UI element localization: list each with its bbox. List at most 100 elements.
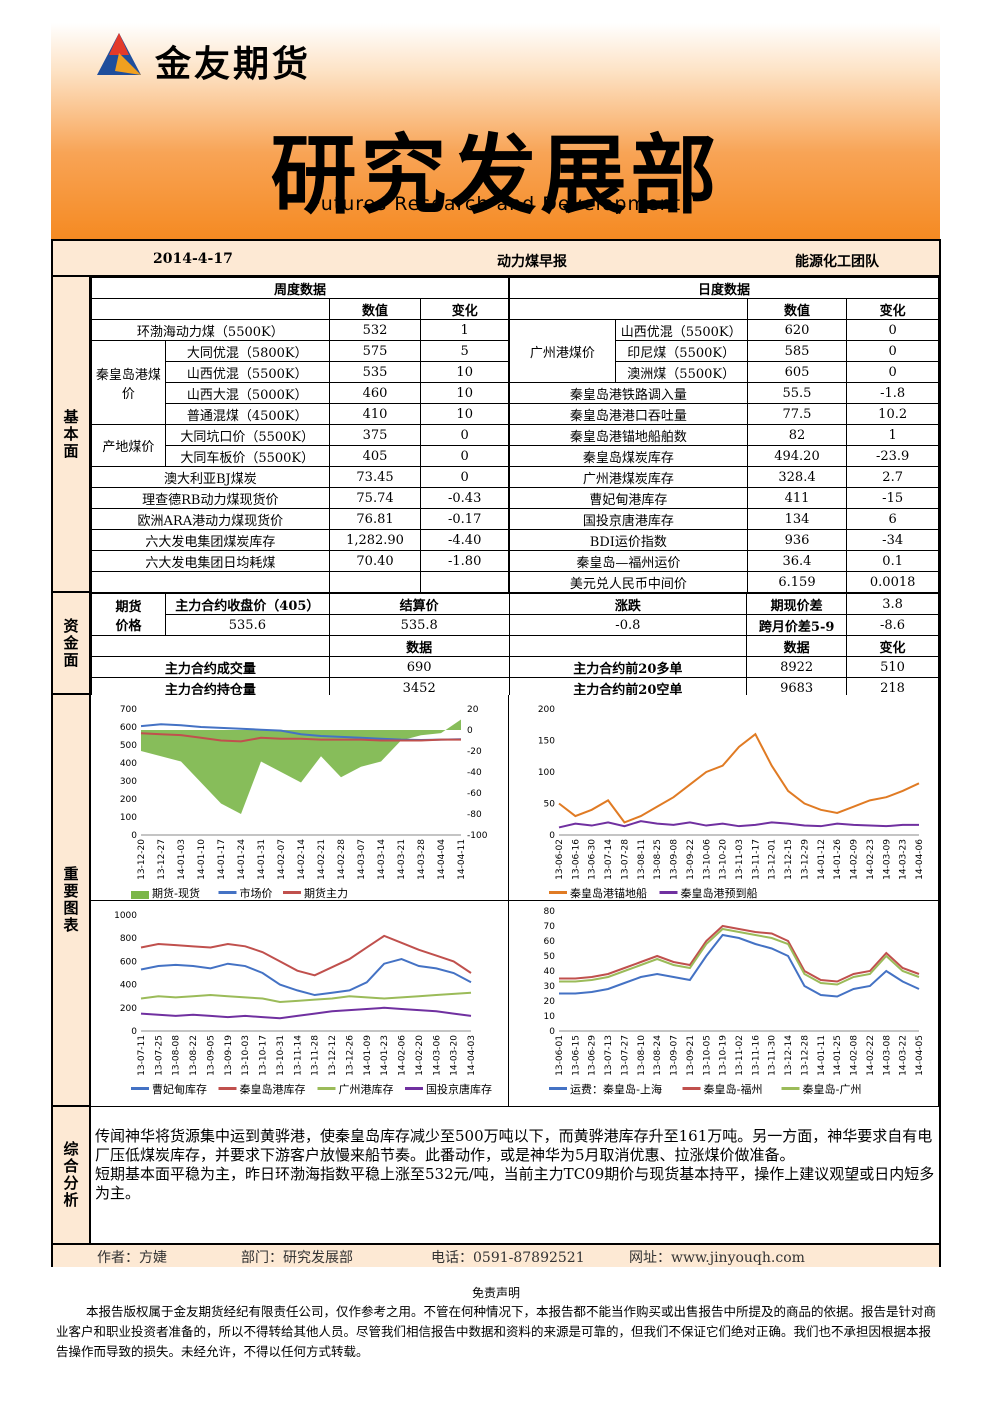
x-tick-label: 13-10-05 — [702, 1035, 712, 1076]
x-tick-label: 13-08-22 — [189, 1035, 199, 1076]
series-line — [140, 732, 461, 743]
table-row: 秦皇岛港铁路调入量 55.5 -1.8 — [509, 382, 939, 404]
x-tick-label: 13-10-06 — [702, 839, 712, 880]
table-row: 广州港煤价 山西优混（5500K） 620 0 — [509, 319, 939, 383]
report-team: 能源化工团队 — [795, 254, 879, 270]
spread-value: -8.6 — [846, 614, 939, 636]
daily-header-change: 变化 — [846, 298, 939, 320]
series-line — [559, 924, 920, 983]
legend-label: 秦皇岛-广州 — [803, 1082, 862, 1096]
x-tick-label: 14-03-09 — [882, 839, 892, 880]
table-row: 环渤海动力煤（5500K） 532 1 — [91, 319, 509, 341]
x-tick-label: 13-08-24 — [653, 1035, 663, 1076]
table-row: 秦皇岛港煤价 大同优混（5800K） 575 5 — [91, 340, 509, 425]
x-tick-label: 13-06-01 — [555, 1035, 565, 1076]
x-tick-label: 14-01-12 — [817, 839, 827, 880]
legend-swatch — [682, 1087, 701, 1090]
x-tick-label: 13-07-14 — [604, 839, 614, 880]
legend-swatch — [218, 1087, 237, 1090]
table-row: 大同车板价（5500K） 405 0 — [92, 445, 509, 467]
analysis-text: 传闻神华将货源集中运到黄骅港，使秦皇岛库存减少至500万吨以下，而黄骅港库存升至… — [91, 1107, 939, 1245]
y2-tick-label: -20 — [467, 747, 482, 757]
y-tick-label: 1000 — [114, 911, 137, 921]
y2-tick-label: -60 — [467, 789, 482, 799]
x-tick-label: 14-01-31 — [257, 839, 267, 880]
y-tick-label: 600 — [120, 957, 137, 967]
legend-swatch — [283, 891, 301, 894]
legend-label: 期货主力 — [304, 886, 348, 900]
table-row: BDI运价指数 936 -34 — [509, 529, 939, 551]
x-tick-label: 13-10-31 — [276, 1035, 286, 1076]
y-tick-label: 800 — [120, 934, 137, 944]
capital-header-data: 数据 — [328, 635, 510, 657]
table-row: 欧洲ARA港动力煤现货价 76.81 -0.17 — [91, 508, 509, 530]
x-tick-label: 14-01-11 — [817, 1035, 827, 1076]
x-tick-label: 13-09-05 — [206, 1035, 216, 1076]
company-logo-icon — [97, 33, 141, 75]
table-row: 秦皇岛—福州运价 36.4 0.1 — [509, 550, 939, 572]
basis-label: 期现价差 — [746, 593, 848, 615]
x-tick-label: 14-01-03 — [177, 839, 187, 880]
legend-swatch — [317, 1087, 336, 1090]
y-tick-label: 400 — [120, 759, 137, 769]
table-row: 美元兑人民币中间价 6.159 0.0018 — [509, 571, 939, 593]
y2-tick-label: -40 — [467, 768, 482, 778]
x-tick-label: 13-12-20 — [137, 839, 147, 880]
series-line — [558, 820, 919, 829]
x-tick-label: 13-06-15 — [571, 1035, 581, 1076]
header-close-price: 主力合约收盘价（405） — [164, 593, 330, 615]
y-tick-label: 300 — [120, 777, 137, 787]
x-tick-label: 14-01-26 — [833, 839, 843, 880]
x-tick-label: 14-02-20 — [415, 1035, 425, 1076]
x-tick-label: 13-06-30 — [588, 839, 598, 880]
table-row: 六大发电集团煤炭库存 1,282.90 -4.40 — [91, 529, 509, 551]
series-area — [141, 719, 461, 814]
table-row: 山西大混（5000K） 460 10 — [92, 382, 509, 404]
legend-label: 期货-现货 — [152, 886, 200, 900]
x-tick-label: 14-04-04 — [437, 839, 447, 880]
legend-label: 市场价 — [240, 886, 273, 900]
x-tick-label: 14-03-07 — [357, 839, 367, 880]
x-tick-label: 14-02-06 — [398, 1035, 408, 1076]
x-tick-label: 14-02-28 — [337, 839, 347, 880]
x-tick-label: 13-11-02 — [735, 1035, 745, 1076]
y-tick-label: 0 — [131, 831, 137, 841]
series-line — [140, 958, 472, 997]
x-tick-label: 13-10-20 — [719, 839, 729, 880]
legend-label: 运费：秦皇岛-上海 — [570, 1082, 662, 1096]
footer-website[interactable]: 网址：www.jinyouqh.com — [629, 1250, 805, 1266]
x-tick-label: 13-11-03 — [735, 839, 745, 880]
x-tick-label: 13-08-25 — [653, 839, 663, 880]
section-label-capital: 资金面 — [53, 593, 91, 695]
table-row: 主力合约持仓量 3452 主力合约前20空单 9683 218 — [91, 677, 939, 699]
y-tick-label: 60 — [544, 937, 556, 947]
x-tick-label: 14-02-21 — [317, 839, 327, 880]
table-row: 秦皇岛港锚地船舶数 82 1 — [509, 424, 939, 446]
table-row: 澳洲煤（5500K） 605 0 — [510, 361, 939, 383]
series-line — [140, 934, 472, 977]
weekly-group-qhd: 秦皇岛港煤价 — [91, 340, 166, 425]
x-tick-label: 13-06-29 — [588, 1035, 598, 1076]
x-tick-label: 14-03-14 — [377, 839, 387, 880]
table-row: 产地煤价 大同坑口价（5500K） 375 0 — [91, 424, 509, 467]
table-row: 主力合约成交量 690 主力合约前20多单 8922 510 — [91, 656, 939, 678]
x-tick-label: 13-11-14 — [293, 1035, 303, 1076]
basis-value: 3.8 — [846, 593, 939, 615]
x-tick-label: 14-02-14 — [297, 839, 307, 880]
x-tick-label: 14-04-06 — [915, 839, 925, 880]
legend-label: 广州港库存 — [339, 1082, 394, 1096]
section-label-charts: 重要图表 — [53, 695, 91, 1107]
y-tick-label: 200 — [120, 1004, 137, 1014]
x-tick-label: 13-12-27 — [157, 839, 167, 880]
legend-swatch — [549, 1087, 567, 1090]
y-tick-label: 400 — [120, 981, 137, 991]
legend-label: 秦皇岛港库存 — [240, 1082, 306, 1096]
x-tick-label: 13-12-01 — [768, 839, 778, 880]
table-row: 国投京唐港库存 134 6 — [509, 508, 939, 530]
department-title-en: Futures Research and Development — [309, 193, 682, 215]
report-date: 2014-4-17 — [153, 251, 233, 267]
table-row: 秦皇岛煤炭库存 494.20 -23.9 — [509, 445, 939, 467]
legend-label: 秦皇岛港预到船 — [681, 886, 758, 900]
y2-tick-label: -80 — [467, 810, 482, 820]
